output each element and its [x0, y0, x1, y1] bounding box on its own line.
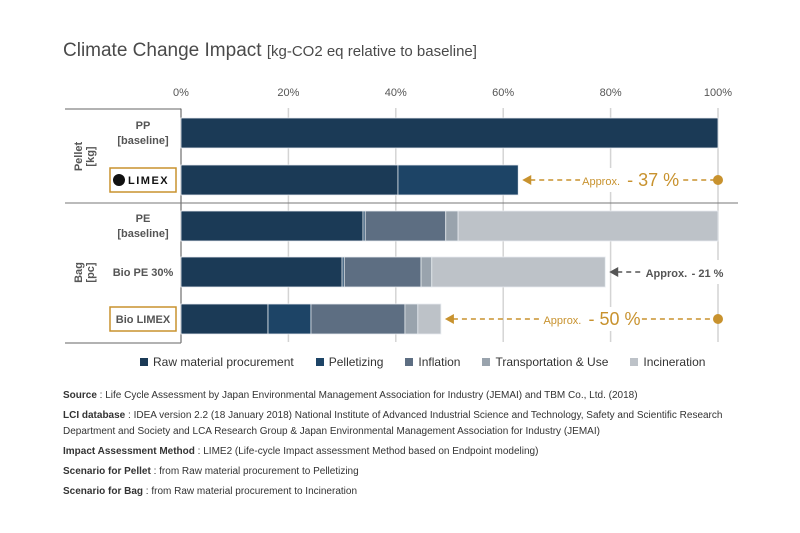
bar-segment — [404, 303, 419, 335]
bar-segment — [180, 164, 399, 196]
annotation-value: - 37 % — [627, 170, 679, 190]
category-label: Bio PE 30% — [113, 267, 174, 279]
group-label: Pellet[kg] — [73, 141, 97, 171]
bar-segment — [180, 303, 269, 335]
x-tick-label: 100% — [704, 87, 732, 99]
x-tick-label: 60% — [492, 87, 514, 99]
note-pellet: Scenario for Pellet : from Raw material … — [63, 466, 359, 477]
bar-segment — [445, 210, 459, 242]
legend-label: Inflation — [418, 355, 461, 369]
legend-swatch — [482, 358, 491, 366]
legend-swatch — [315, 358, 324, 366]
bar-segment — [180, 256, 343, 288]
category-label: Bio LIMEX — [116, 314, 171, 326]
arrow-head-icon — [522, 175, 532, 185]
note-method: Impact Assessment Method : LIME2 (Life-c… — [63, 446, 539, 457]
legend-swatch — [140, 358, 148, 366]
category-label: [baseline] — [117, 135, 169, 147]
bar-segment — [431, 256, 606, 288]
annotation-bg — [580, 168, 681, 192]
note-source: Source : Life Cycle Assessment by Japan … — [63, 390, 638, 401]
note-bag: Scenario for Bag : from Raw material pro… — [63, 486, 358, 497]
x-tick-label: 0% — [173, 87, 189, 99]
annotation-prefix: Approx. — [543, 315, 581, 327]
annotation-prefix: Approx. — [646, 268, 688, 280]
bar-segment — [267, 303, 312, 335]
bar-segment — [310, 303, 406, 335]
legend-label: Incineration — [643, 355, 706, 369]
x-tick-label: 40% — [385, 87, 407, 99]
chart-title: Climate Change Impact [kg-CO2 eq relativ… — [63, 40, 477, 62]
category-label: PE — [136, 213, 151, 225]
bar-segment — [180, 117, 719, 149]
legend-label: Raw material procurement — [153, 355, 294, 369]
notes: Source : Life Cycle Assessment by Japan … — [63, 388, 743, 504]
arrow-head-icon — [444, 314, 454, 324]
legend-swatch — [630, 358, 639, 366]
category-label: PP — [136, 120, 151, 132]
chart-canvas: 0% 20% 40% 60% 80% 100% Pellet[kg] Bag[pc] PP [ba… — [65, 87, 738, 344]
x-tick-label: 20% — [277, 87, 299, 99]
legend-item: Inflation — [405, 355, 460, 369]
limex-logo-icon — [113, 174, 125, 186]
annotation-prefix: Approx. — [582, 176, 620, 188]
legend-item: Raw material procurement — [140, 355, 294, 369]
bar-segment — [343, 256, 422, 288]
bar-segment — [180, 210, 364, 242]
legend-label: Transportation & Use — [495, 355, 609, 369]
title-unit: [kg-CO2 eq relative to baseline] — [266, 43, 477, 60]
arrow-head-icon — [609, 267, 619, 277]
annotation-bg — [541, 307, 642, 331]
legend-label: Pelletizing — [328, 355, 384, 369]
note-lci: LCI database : IDEA version 2.2 (18 Janu… — [63, 410, 723, 437]
x-tick-label: 80% — [600, 87, 622, 99]
legend-item: Pelletizing — [315, 355, 384, 369]
group-label: Bag[pc] — [73, 262, 97, 283]
bar-segment — [364, 210, 447, 242]
category-label: LIMEX — [128, 175, 169, 187]
annotation-dot — [713, 314, 723, 324]
bar-segment — [417, 303, 442, 335]
legend: Raw material procurement Pelletizing Infla… — [140, 355, 705, 369]
annotation-dot — [713, 175, 723, 185]
bar-segment — [420, 256, 433, 288]
annotation-bg — [643, 260, 724, 284]
category-label: [baseline] — [117, 228, 169, 240]
legend-item: Incineration — [630, 355, 705, 369]
annotation-value: - 50 % — [588, 309, 640, 329]
bar-segment — [397, 164, 519, 196]
legend-swatch — [405, 358, 414, 366]
annotation-value: - 21 % — [692, 268, 724, 280]
title-main: Climate Change Impact — [63, 40, 262, 61]
bar-segment — [457, 210, 719, 242]
highlight-box — [109, 306, 177, 332]
legend-item: Transportation & Use — [482, 355, 608, 369]
